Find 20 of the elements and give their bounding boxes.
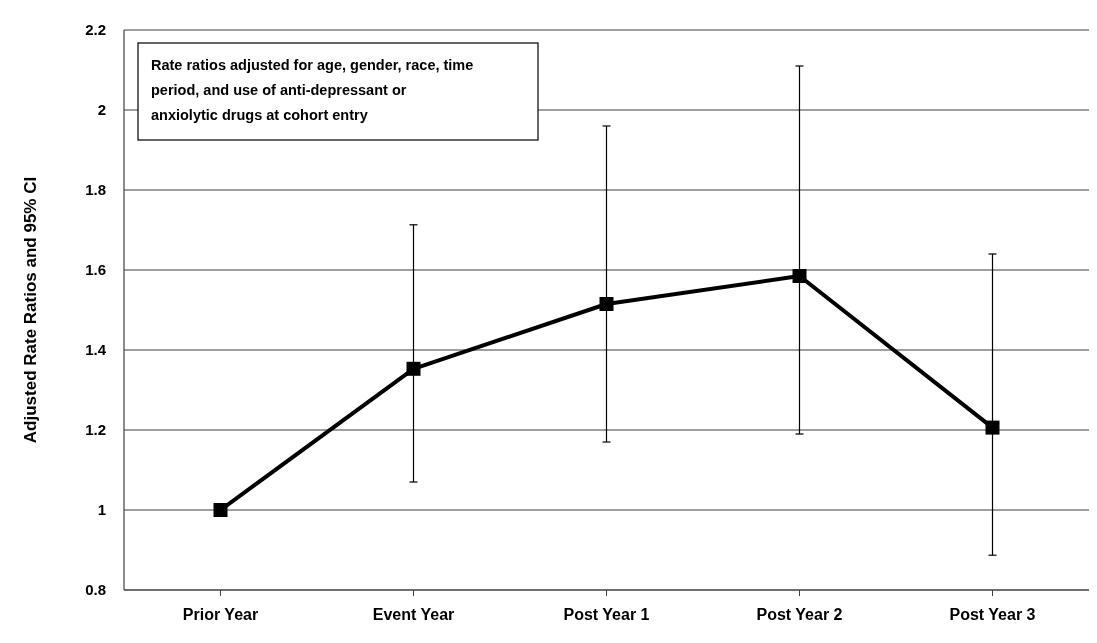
y-tick-label: 2: [97, 101, 106, 119]
y-tick-label: 1.2: [85, 421, 106, 439]
point: [213, 503, 228, 517]
x-tick-label: Post Year 3: [949, 606, 1036, 623]
x-tick-label: Event Year: [372, 606, 455, 623]
y-axis-title: Adjusted Rate Ratios and 95% CI: [21, 176, 40, 444]
point: [985, 420, 1000, 435]
y-tick-label: 1.6: [85, 261, 106, 279]
y-tick-label: 1: [97, 501, 106, 519]
annotation: Rate ratios adjusted for age, gender, race, time period, and use of anti-depressant or anxiolytic drugs at cohort entry: [151, 57, 474, 123]
x-tick-label: Prior Year: [182, 606, 259, 623]
point: [406, 361, 421, 376]
y-tick-label: 0.8: [85, 581, 106, 599]
point: [792, 269, 807, 283]
x-tick-label: Post Year 2: [756, 606, 843, 623]
y-tick-label: 2.2: [85, 21, 106, 39]
y-tick-label: 1.4: [85, 341, 107, 359]
y-tick-label: 1.8: [85, 181, 106, 199]
point: [599, 297, 614, 311]
x-tick-label: Post Year 1: [563, 606, 650, 623]
